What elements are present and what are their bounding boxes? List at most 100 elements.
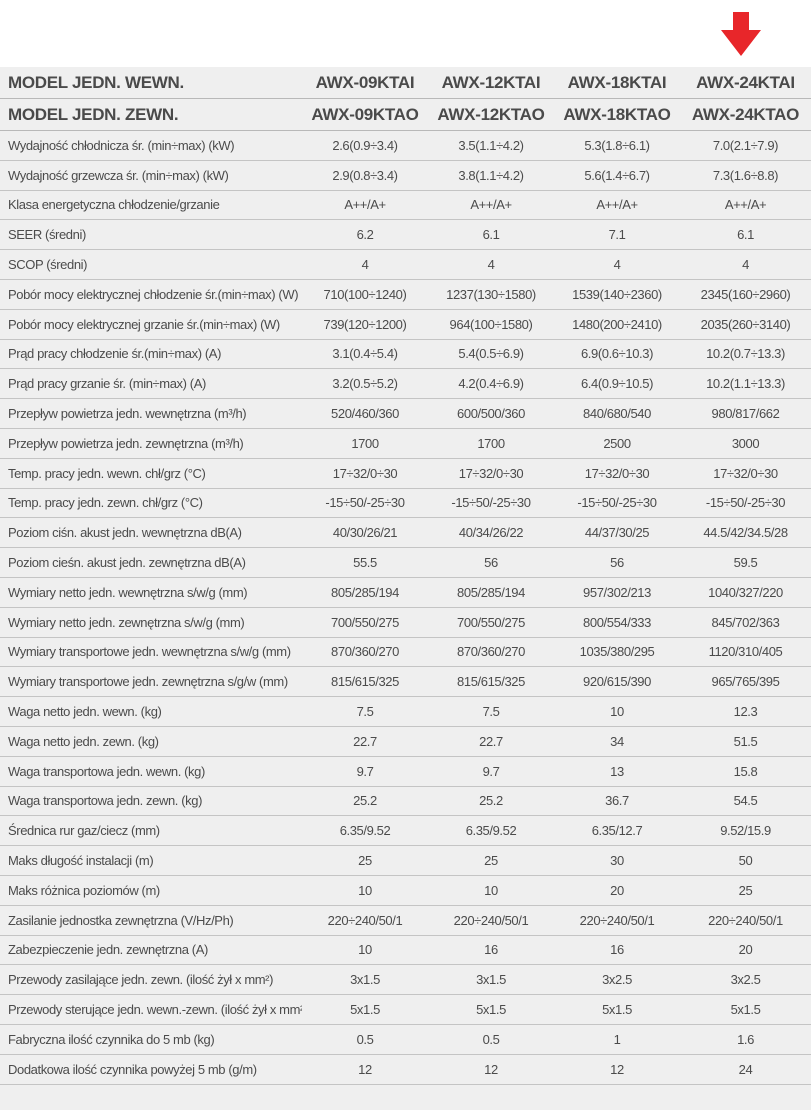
parameter-value: 220÷240/50/1	[302, 905, 428, 936]
parameter-label: Prąd pracy grzanie śr. (min÷max) (A)	[0, 368, 302, 400]
parameter-value: 7.5	[302, 696, 428, 727]
parameter-label: Waga netto jedn. wewn. (kg)	[0, 696, 302, 727]
parameter-value: 12	[302, 1054, 428, 1085]
parameter-value: 2500	[554, 428, 680, 459]
table-row: Przewody zasilające jedn. zewn. (ilość ż…	[0, 964, 811, 996]
indoor-model-name: AWX-09KTAI	[302, 67, 428, 99]
parameter-value: 5.3(1.8÷6.1)	[554, 130, 680, 161]
parameter-value: 12	[428, 1054, 554, 1085]
parameter-value: 17÷32/0÷30	[302, 458, 428, 489]
parameter-value: 12	[554, 1054, 680, 1085]
parameter-value: 3.2(0.5÷5.2)	[302, 368, 428, 400]
indoor-model-label: MODEL JEDN. WEWN.	[0, 67, 302, 99]
parameter-value: 54.5	[680, 786, 811, 817]
parameter-value: 9.7	[428, 756, 554, 787]
outdoor-model-header-row: MODEL JEDN. ZEWN. AWX-09KTAO AWX-12KTAO …	[0, 98, 811, 131]
parameter-value: 800/554/333	[554, 607, 680, 638]
parameter-value: 3x1.5	[302, 964, 428, 996]
parameter-value: 700/550/275	[302, 607, 428, 638]
outdoor-model-name: AWX-18KTAO	[554, 98, 680, 131]
parameter-label: Maks długość instalacji (m)	[0, 845, 302, 876]
table-row: Wymiary transportowe jedn. wewnętrzna s/…	[0, 637, 811, 668]
parameter-value: 5x1.5	[302, 994, 428, 1025]
down-arrow-shape	[721, 12, 761, 56]
parameter-value: 9.52/15.9	[680, 815, 811, 847]
parameter-value: A++/A+	[428, 190, 554, 221]
table-row: Przewody sterujące jedn. wewn.-zewn. (il…	[0, 994, 811, 1025]
parameter-value: 815/615/325	[428, 666, 554, 698]
parameter-label: Maks różnica poziomów (m)	[0, 875, 302, 906]
parameter-label: Wymiary transportowe jedn. wewnętrzna s/…	[0, 637, 302, 668]
parameter-label: Prąd pracy chłodzenie śr.(min÷max) (A)	[0, 339, 302, 370]
parameter-label: Poziom cieśn. akust jedn. zewnętrzna dB(…	[0, 547, 302, 578]
parameter-value: 17÷32/0÷30	[680, 458, 811, 489]
parameter-value: 805/285/194	[302, 577, 428, 608]
parameter-value: 3x1.5	[428, 964, 554, 996]
down-arrow-icon	[721, 12, 761, 56]
parameter-value: A++/A+	[302, 190, 428, 221]
parameter-value: 3x2.5	[554, 964, 680, 996]
table-row: Temp. pracy jedn. wewn. chł/grz (°C) 17÷3…	[0, 458, 811, 489]
parameter-value: 5.6(1.4÷6.7)	[554, 160, 680, 191]
parameter-value: 40/30/26/21	[302, 517, 428, 549]
parameter-label: Wydajność grzewcza śr. (min÷max) (kW)	[0, 160, 302, 191]
table-row: Maks długość instalacji (m) 25 25 30 50	[0, 845, 811, 876]
parameter-value: 51.5	[680, 726, 811, 757]
parameter-label: SCOP (średni)	[0, 249, 302, 280]
parameter-value: 59.5	[680, 547, 811, 578]
parameter-label: Wymiary netto jedn. wewnętrzna s/w/g (mm…	[0, 577, 302, 608]
parameter-value: 4	[302, 249, 428, 280]
table-row: Fabryczna ilość czynnika do 5 mb (kg) 0.5…	[0, 1024, 811, 1055]
parameter-label: Przepływ powietrza jedn. wewnętrzna (m³/…	[0, 398, 302, 429]
parameter-value: 220÷240/50/1	[554, 905, 680, 936]
parameter-value: 7.1	[554, 219, 680, 251]
parameter-value: 40/34/26/22	[428, 517, 554, 549]
indoor-model-name: AWX-24KTAI	[680, 67, 811, 99]
parameter-value: 2.9(0.8÷3.4)	[302, 160, 428, 191]
parameter-value: 25	[680, 875, 811, 906]
parameter-label: Fabryczna ilość czynnika do 5 mb (kg)	[0, 1024, 302, 1055]
parameter-value: 980/817/662	[680, 398, 811, 429]
parameter-value: 44.5/42/34.5/28	[680, 517, 811, 549]
parameter-label: Wymiary transportowe jedn. zewnętrzna s/…	[0, 666, 302, 698]
parameter-label: Pobór mocy elektrycznej grzanie śr.(min÷…	[0, 309, 302, 340]
spec-sheet: MODEL JEDN. WEWN. AWX-09KTAI AWX-12KTAI …	[0, 67, 811, 1110]
parameter-label: SEER (średni)	[0, 219, 302, 251]
parameter-value: -15÷50/-25÷30	[680, 488, 811, 519]
parameter-value: 3x2.5	[680, 964, 811, 996]
parameter-value: 220÷240/50/1	[680, 905, 811, 936]
table-row: Poziom cieśn. akust jedn. zewnętrzna dB(…	[0, 547, 811, 578]
parameter-value: 845/702/363	[680, 607, 811, 638]
parameter-value: 13	[554, 756, 680, 787]
parameter-value: 2345(160÷2960)	[680, 279, 811, 310]
parameter-value: 6.1	[680, 219, 811, 251]
parameter-value: 4.2(0.4÷6.9)	[428, 368, 554, 400]
table-row: Zasilanie jednostka zewnętrzna (V/Hz/Ph)…	[0, 905, 811, 936]
table-row: Pobór mocy elektrycznej grzanie śr.(min÷…	[0, 309, 811, 340]
parameter-value: 10	[428, 875, 554, 906]
parameter-value: 4	[428, 249, 554, 280]
table-row: Waga netto jedn. zewn. (kg) 22.7 22.7 34 51.…	[0, 726, 811, 757]
parameter-value: 7.5	[428, 696, 554, 727]
parameter-value: 5.4(0.5÷6.9)	[428, 339, 554, 370]
parameter-label: Dodatkowa ilość czynnika powyżej 5 mb (g…	[0, 1054, 302, 1085]
parameter-value: 44/37/30/25	[554, 517, 680, 549]
parameter-label: Waga netto jedn. zewn. (kg)	[0, 726, 302, 757]
parameter-value: 3.8(1.1÷4.2)	[428, 160, 554, 191]
parameter-value: -15÷50/-25÷30	[302, 488, 428, 519]
spec-table: MODEL JEDN. WEWN. AWX-09KTAI AWX-12KTAI …	[0, 67, 811, 1085]
parameter-value: A++/A+	[554, 190, 680, 221]
parameter-value: 600/500/360	[428, 398, 554, 429]
parameter-value: 24	[680, 1054, 811, 1085]
table-row: Temp. pracy jedn. zewn. chł/grz (°C) -15÷…	[0, 488, 811, 519]
parameter-label: Poziom ciśn. akust jedn. wewnętrzna dB(A…	[0, 517, 302, 549]
parameter-value: 0.5	[302, 1024, 428, 1055]
table-row: Wydajność grzewcza śr. (min÷max) (kW) 2.9…	[0, 160, 811, 191]
parameter-value: 870/360/270	[302, 637, 428, 668]
parameter-value: 3.5(1.1÷4.2)	[428, 130, 554, 161]
parameter-value: -15÷50/-25÷30	[554, 488, 680, 519]
parameter-value: 1539(140÷2360)	[554, 279, 680, 310]
parameter-label: Klasa energetyczna chłodzenie/grzanie	[0, 190, 302, 221]
parameter-value: 3000	[680, 428, 811, 459]
parameter-value: 0.5	[428, 1024, 554, 1055]
